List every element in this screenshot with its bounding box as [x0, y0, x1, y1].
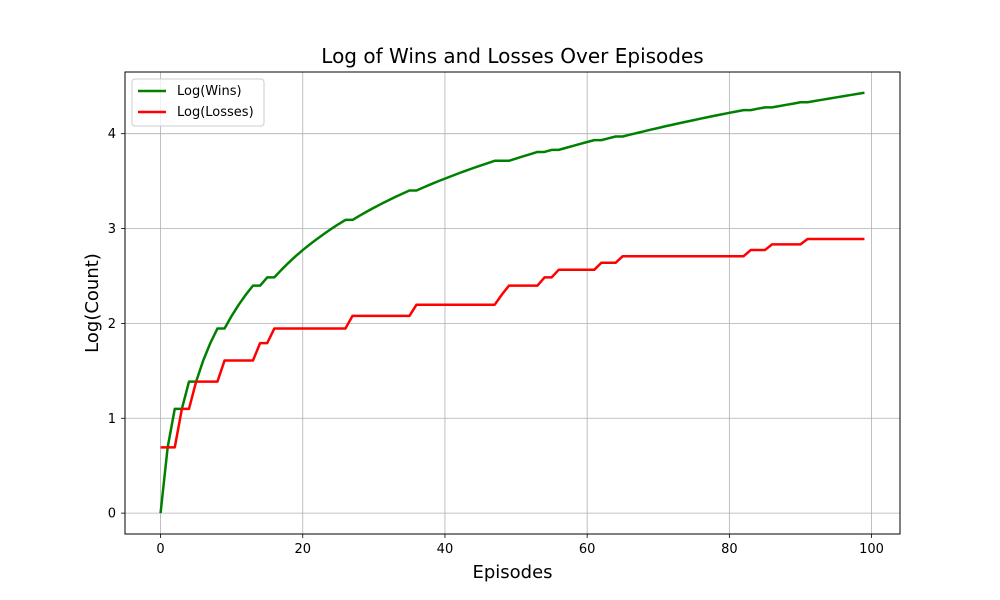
legend-wins-label: Log(Wins) [177, 84, 242, 99]
x-tick-label: 20 [294, 542, 311, 557]
chart-title: Log of Wins and Losses Over Episodes [321, 44, 703, 68]
series-line-log-wins [159, 91, 865, 514]
series-line-log-losses [160, 237, 865, 449]
x-tick-label: 40 [437, 542, 454, 557]
grid [125, 72, 900, 534]
y-tick-label: 3 [108, 222, 116, 237]
x-tick-label: 60 [579, 542, 596, 557]
y-tick-label: 2 [108, 317, 116, 332]
x-tick-label: 80 [721, 542, 738, 557]
y-tick-label: 0 [108, 507, 116, 522]
x-axis-label: Episodes [472, 562, 552, 583]
plot-area-frame [124, 71, 901, 535]
y-tick-label: 1 [108, 412, 116, 427]
series-lines [159, 91, 865, 514]
y-axis-label: Log(Count) [82, 253, 103, 353]
axis-ticks: 0 20 40 60 80 100 0 1 2 3 4 [108, 127, 884, 557]
legend: Log(Wins) Log(Losses) [131, 78, 265, 127]
x-tick-label: 100 [859, 542, 884, 557]
legend-losses-label: Log(Losses) [177, 105, 254, 120]
x-tick-label: 0 [156, 542, 164, 557]
y-tick-label: 4 [108, 127, 116, 142]
